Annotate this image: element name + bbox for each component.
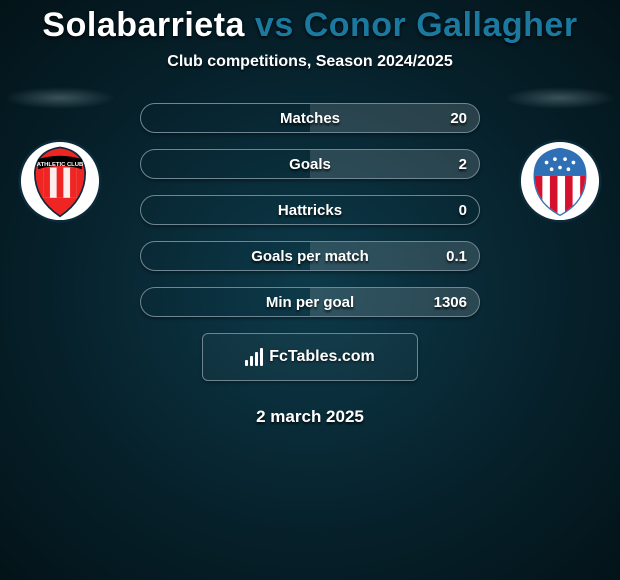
comparison-arena: ATHLETIC CLUB bbox=[0, 103, 620, 427]
stat-row-goals: Goals 2 bbox=[140, 149, 480, 179]
stat-right-value: 0.1 bbox=[423, 242, 467, 270]
stat-row-goals-per-match: Goals per match 0.1 bbox=[140, 241, 480, 271]
stat-row-min-per-goal: Min per goal 1306 bbox=[140, 287, 480, 317]
branding-box[interactable]: FcTables.com bbox=[202, 333, 418, 381]
subtitle: Club competitions, Season 2024/2025 bbox=[0, 53, 620, 71]
stat-right-value: 1306 bbox=[423, 288, 467, 316]
player2-name: Conor Gallagher bbox=[304, 6, 578, 44]
player1-name: Solabarrieta bbox=[42, 6, 245, 44]
infographic-root: Solabarrieta vs Conor Gallagher Club com… bbox=[0, 0, 620, 580]
stat-right-value: 0 bbox=[423, 196, 467, 224]
branding-text: FcTables.com bbox=[269, 348, 375, 366]
date-text: 2 march 2025 bbox=[0, 407, 620, 427]
atletico-madrid-badge-icon bbox=[518, 139, 602, 223]
bar-chart-icon bbox=[245, 348, 263, 366]
svg-text:ATHLETIC CLUB: ATHLETIC CLUB bbox=[37, 162, 83, 168]
athletic-club-badge-icon: ATHLETIC CLUB bbox=[18, 139, 102, 223]
stat-right-value: 2 bbox=[423, 150, 467, 178]
left-shadow-ellipse bbox=[5, 87, 115, 109]
stat-right-value: 20 bbox=[423, 104, 467, 132]
right-shadow-ellipse bbox=[505, 87, 615, 109]
stat-row-matches: Matches 20 bbox=[140, 103, 480, 133]
headline: Solabarrieta vs Conor Gallagher bbox=[0, 6, 620, 45]
vs-separator: vs bbox=[255, 6, 294, 44]
stat-row-hattricks: Hattricks 0 bbox=[140, 195, 480, 225]
